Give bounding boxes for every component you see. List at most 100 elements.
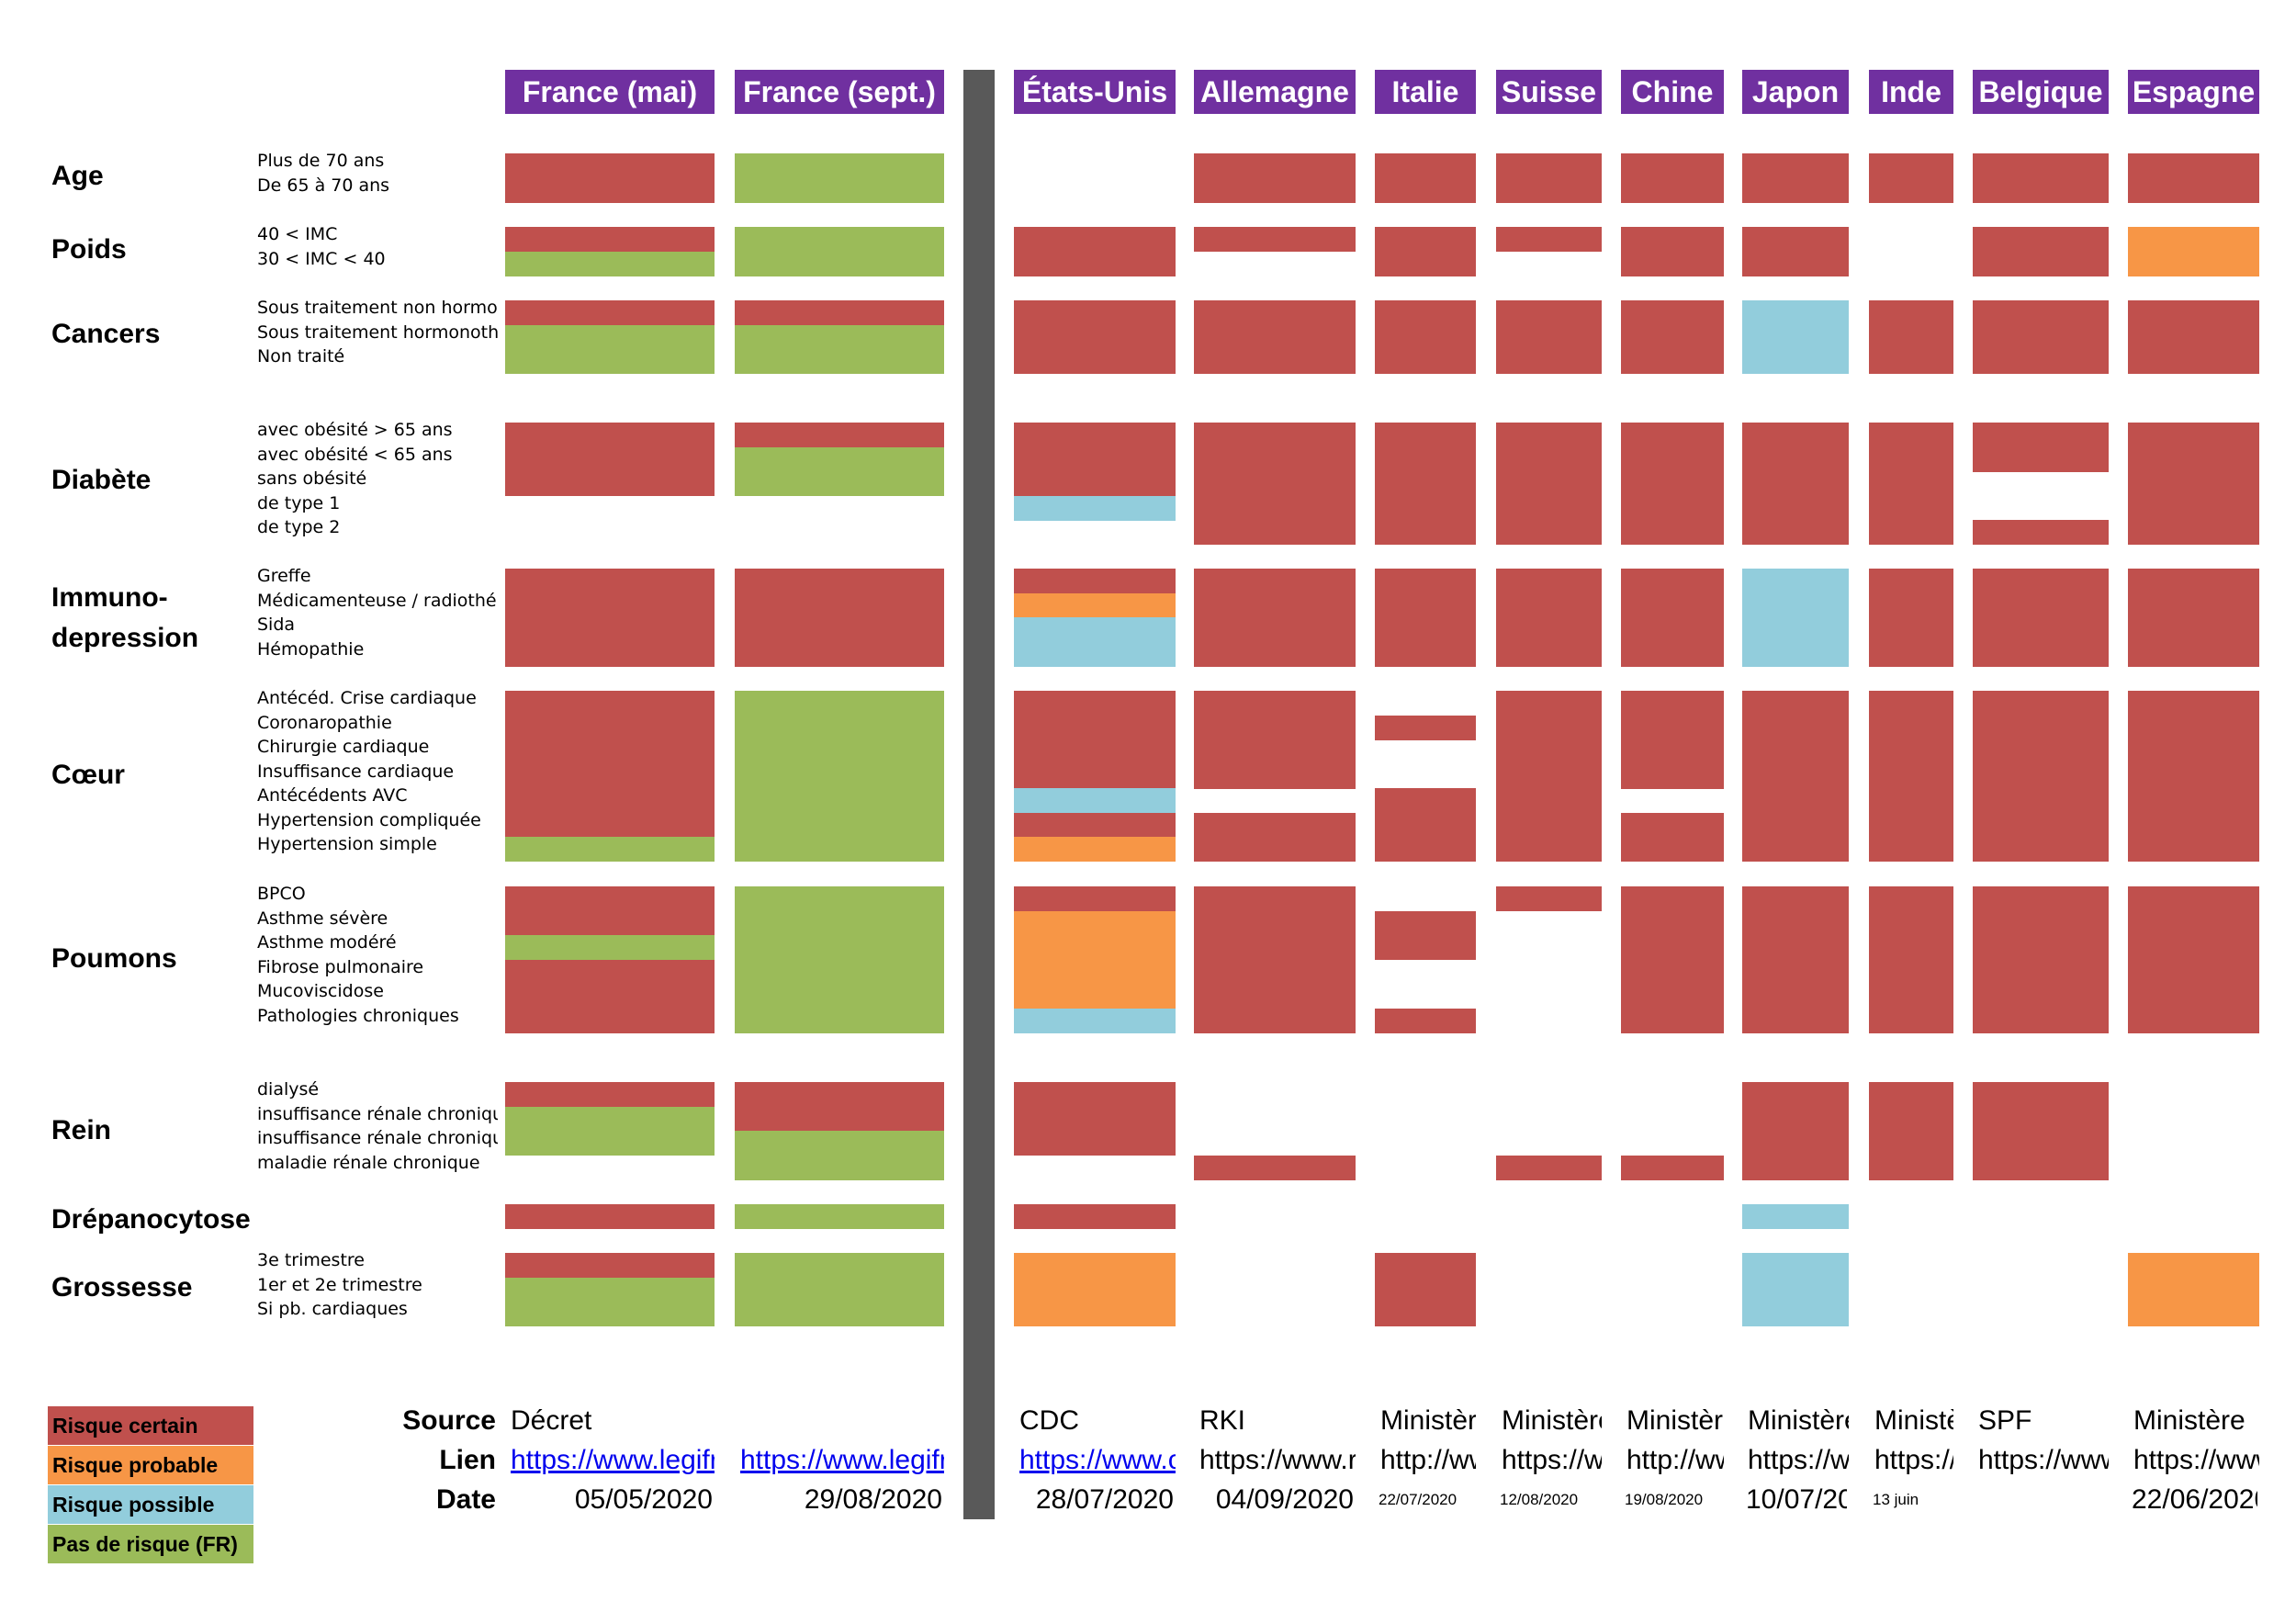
subcategory-label: Plus de 70 ans <box>257 151 385 171</box>
source-value: Ministère <box>1380 1405 1476 1436</box>
risk-cell-certain <box>1869 153 1953 203</box>
subcategory-label: Fibrose pulmonaire <box>257 956 424 977</box>
subcategory-label: De 65 à 70 ans <box>257 175 390 196</box>
subcategory-label: Antécédents AVC <box>257 785 408 806</box>
risk-cell-certain <box>1973 569 2109 667</box>
subcategory-label: insuffisance rénale chronique <box>257 1128 498 1148</box>
subcategory-label: sans obésité <box>257 468 367 489</box>
source-link[interactable]: https://www <box>2133 1445 2259 1475</box>
source-link[interactable]: https://www.cdc.gov <box>1019 1445 1176 1475</box>
source-value: Décret <box>511 1405 592 1436</box>
risk-cell-certain <box>1014 1204 1176 1229</box>
risk-cell-certain <box>1014 423 1176 496</box>
source-link[interactable]: https://www <box>1874 1445 1953 1475</box>
source-link[interactable]: http://www <box>1380 1445 1476 1475</box>
category-label: Age <box>51 161 104 191</box>
risk-cell-certain <box>1375 227 1476 276</box>
subcategory-label: Asthme modéré <box>257 932 397 953</box>
column-header: Belgique <box>1973 70 2109 114</box>
column-header: Inde <box>1869 70 1953 114</box>
subcategory-label: Hypertension compliquée <box>257 809 481 830</box>
risk-cell-certain <box>1973 300 2109 374</box>
subcategory-label: Sous traitement non hormonal <box>257 298 498 318</box>
subcategory-label: Sous traitement hormonothérapie <box>257 321 498 343</box>
source-value: Ministère <box>1502 1405 1602 1436</box>
risk-cell-none <box>735 324 944 374</box>
risk-cell-certain <box>505 227 715 252</box>
risk-cell-none <box>735 1253 944 1326</box>
source-link[interactable]: https://www <box>1748 1445 1849 1475</box>
risk-cell-certain <box>1869 569 1953 667</box>
category-label: Cœur <box>51 760 125 790</box>
risk-cell-certain <box>505 1253 715 1278</box>
risk-cell-certain <box>1375 300 1476 374</box>
risk-cell-none <box>505 935 715 960</box>
risk-cell-possible <box>1742 1204 1849 1229</box>
column-header: États-Unis <box>1014 70 1176 114</box>
source-date: 29/08/2020 <box>804 1484 942 1515</box>
subcategory-label: Coronaropathie <box>257 712 392 733</box>
source-label: Source <box>402 1405 496 1436</box>
subcategory-label: Insuffisance cardiaque <box>257 761 455 782</box>
source-value: Ministère <box>1626 1405 1724 1436</box>
source-value: Ministère <box>1874 1405 1953 1436</box>
risk-cell-certain <box>1014 691 1176 789</box>
subcategory-label: Mucoviscidose <box>257 981 384 1001</box>
subcategory-label: Hémopathie <box>257 638 365 660</box>
risk-cell-certain <box>1014 300 1176 374</box>
risk-cell-certain <box>1973 423 2109 472</box>
risk-cell-none <box>735 1131 944 1180</box>
subcategory-label: avec obésité < 65 ans <box>257 444 453 465</box>
subcategory-label: avec obésité > 65 ans <box>257 420 453 440</box>
subcategory-label: dialysé <box>257 1079 320 1100</box>
risk-cell-certain <box>505 153 715 203</box>
risk-cell-certain <box>1194 153 1356 203</box>
source-link[interactable]: https://www.legifrance <box>511 1445 715 1475</box>
risk-cell-certain <box>1973 227 2109 276</box>
source-date: 10/07/2020 <box>1746 1484 1847 1515</box>
source-value: SPF <box>1978 1405 2032 1436</box>
source-link[interactable]: https://www <box>1978 1445 2109 1475</box>
category-label: Cancers <box>51 319 161 349</box>
subcategory-label: Sida <box>257 615 296 635</box>
subcategory-label: Médicamenteuse / radiothérapie <box>257 590 498 611</box>
legend-certain: Risque certain <box>48 1406 253 1445</box>
risk-cell-certain <box>2128 569 2259 667</box>
legend-possible: Risque possible <box>48 1485 253 1524</box>
risk-cell-none <box>735 153 944 203</box>
risk-cell-possible <box>1014 495 1176 521</box>
risk-cell-certain <box>1621 1155 1724 1180</box>
column-header: Japon <box>1742 70 1849 114</box>
risk-cell-probable <box>1014 592 1176 618</box>
category-label: Diabète <box>51 465 152 495</box>
risk-cell-certain <box>1869 300 1953 374</box>
risk-cell-certain <box>1621 886 1724 1033</box>
source-link[interactable]: https://www.legifrance <box>740 1445 944 1475</box>
source-value: Ministère <box>2133 1405 2245 1436</box>
subcategory-label: insuffisance rénale chronique <box>257 1103 498 1124</box>
subcategory-label: BPCO <box>257 884 306 904</box>
risk-cell-certain <box>1973 886 2109 1033</box>
risk-cell-probable <box>1014 910 1176 1009</box>
risk-cell-certain <box>1375 569 1476 667</box>
column-header: Allemagne <box>1194 70 1356 114</box>
source-date: 13 juin <box>1873 1491 1919 1508</box>
risk-cell-certain <box>1869 691 1953 862</box>
source-link[interactable]: https://www <box>1502 1445 1602 1475</box>
link-label: Lien <box>439 1445 496 1475</box>
category-label: Grossesse <box>51 1272 193 1303</box>
source-link[interactable]: https://www.rki.de <box>1199 1445 1356 1475</box>
risk-cell-none <box>505 324 715 374</box>
risk-cell-certain <box>1496 1155 1602 1180</box>
risk-cell-certain <box>1973 691 2109 862</box>
source-date: 19/08/2020 <box>1625 1491 1704 1508</box>
risk-cell-certain <box>1194 1155 1356 1180</box>
risk-cell-certain <box>1496 227 1602 252</box>
risk-cell-certain <box>1014 569 1176 593</box>
risk-cell-certain <box>1621 569 1724 667</box>
risk-cell-certain <box>2128 300 2259 374</box>
subcategory-label: Asthme sévère <box>257 908 388 929</box>
risk-cell-probable <box>2128 1253 2259 1326</box>
risk-cell-certain <box>1742 423 1849 545</box>
source-link[interactable]: http://www <box>1626 1445 1724 1475</box>
